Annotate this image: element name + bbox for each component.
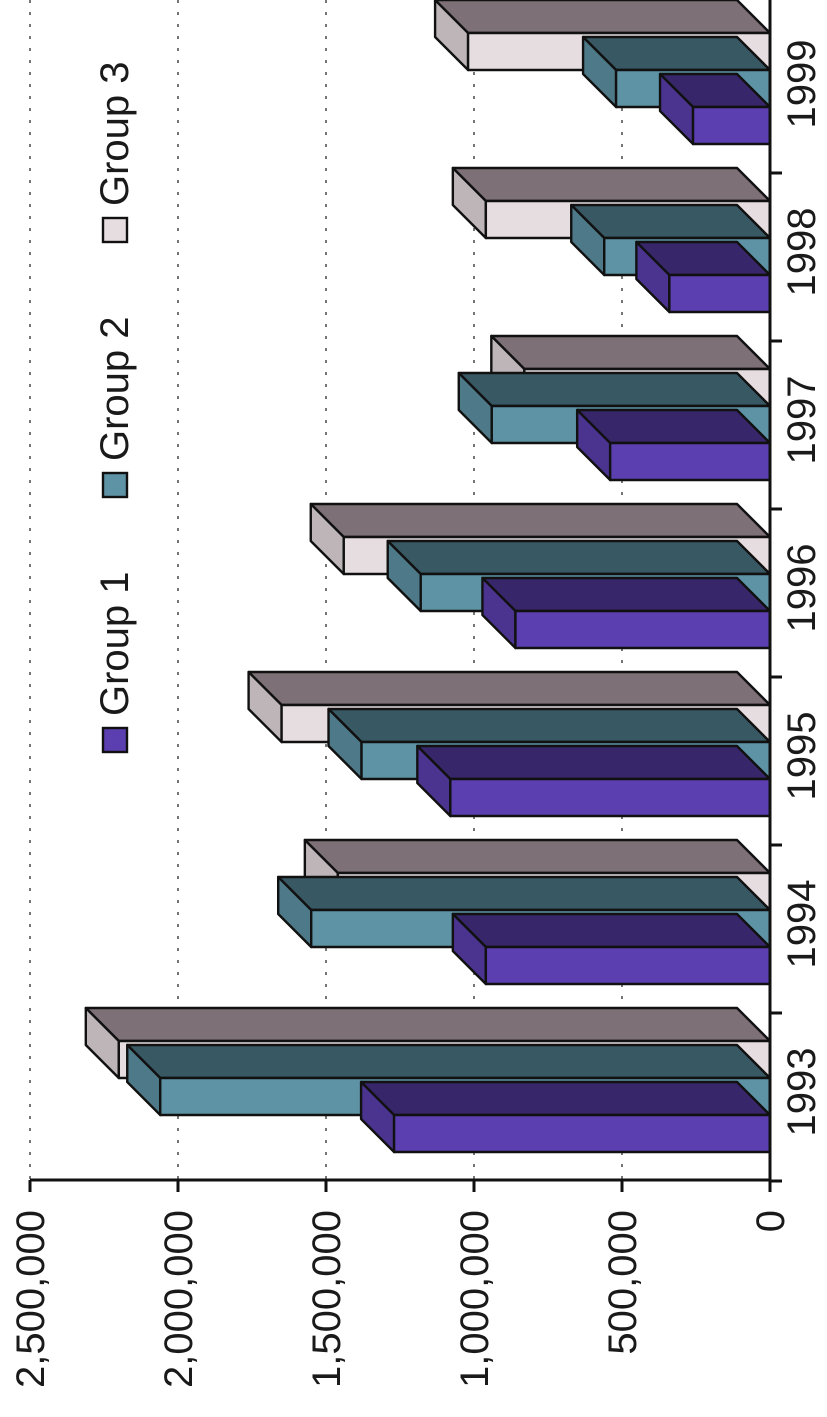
- bar-front-face: [668, 273, 772, 314]
- bars-layer: [84, 0, 772, 1154]
- bar-front-face: [691, 105, 772, 146]
- category-label-1996: 1996: [780, 544, 824, 633]
- legend-swatch: [101, 726, 129, 754]
- legend-item-2: Group 2: [93, 316, 137, 499]
- bar-group-1-1993: [359, 1080, 772, 1154]
- value-tick-label-5: 2,500,000: [9, 1210, 53, 1388]
- bar-group-1-1997: [575, 408, 772, 482]
- bar-depth-face: [309, 502, 772, 539]
- bar-depth-face: [451, 912, 772, 949]
- category-label-1999: 1999: [780, 40, 824, 129]
- bar-depth-face: [570, 203, 772, 240]
- value-tick-label-4: 2,000,000: [157, 1210, 201, 1388]
- bar-depth-face: [416, 744, 772, 781]
- legend-item-1: Group 1: [93, 571, 137, 754]
- legend-label: Group 2: [93, 316, 137, 461]
- value-tick-label-3: 1,500,000: [305, 1210, 349, 1388]
- bar-depth-face: [481, 576, 772, 613]
- value-tick-label-0: 0: [749, 1210, 793, 1232]
- legend-swatch: [101, 216, 129, 244]
- bar-depth-face: [386, 539, 772, 576]
- bar-depth-face: [84, 1006, 772, 1043]
- legend: Group 1 Group 2 Group 3: [93, 61, 137, 754]
- value-tick-label-2: 1,000,000: [453, 1210, 497, 1388]
- bar-front-face: [608, 441, 772, 482]
- category-label-1998: 1998: [780, 208, 824, 297]
- bar-depth-face: [433, 0, 772, 35]
- bar-depth-face: [277, 875, 772, 912]
- bar-depth-face: [327, 707, 772, 744]
- bar-depth-face: [359, 1080, 772, 1117]
- bar-depth-face: [303, 838, 772, 875]
- value-tick-label-1: 500,000: [601, 1210, 645, 1355]
- axis-layer: 0 500,000 1,000,000 1,500,000 2,000,000 2,500…: [9, 0, 824, 1388]
- bar-depth-face: [126, 1043, 772, 1080]
- bar-front-face: [392, 1113, 772, 1154]
- bar-depth-face: [457, 371, 772, 408]
- category-label-1994: 1994: [780, 880, 824, 969]
- bar-depth-face: [451, 166, 772, 203]
- category-label-1995: 1995: [780, 712, 824, 801]
- bar-group-1-1994: [451, 912, 772, 986]
- bar-front-face: [514, 609, 772, 650]
- bar-group-1-1995: [416, 744, 772, 818]
- bar-group-1-1996: [481, 576, 772, 650]
- legend-label: Group 3: [93, 61, 137, 206]
- legend-label: Group 1: [93, 571, 137, 716]
- bar-group-1-1999: [658, 72, 772, 146]
- bar-front-face: [449, 777, 772, 818]
- bar-depth-face: [490, 334, 772, 371]
- bar-group-1-1998: [635, 240, 772, 314]
- bar-front-face: [484, 945, 772, 986]
- category-label-1993: 1993: [780, 1048, 824, 1137]
- legend-swatch: [101, 471, 129, 499]
- category-label-1997: 1997: [780, 376, 824, 465]
- bar-depth-face: [247, 670, 772, 707]
- legend-item-3: Group 3: [93, 61, 137, 244]
